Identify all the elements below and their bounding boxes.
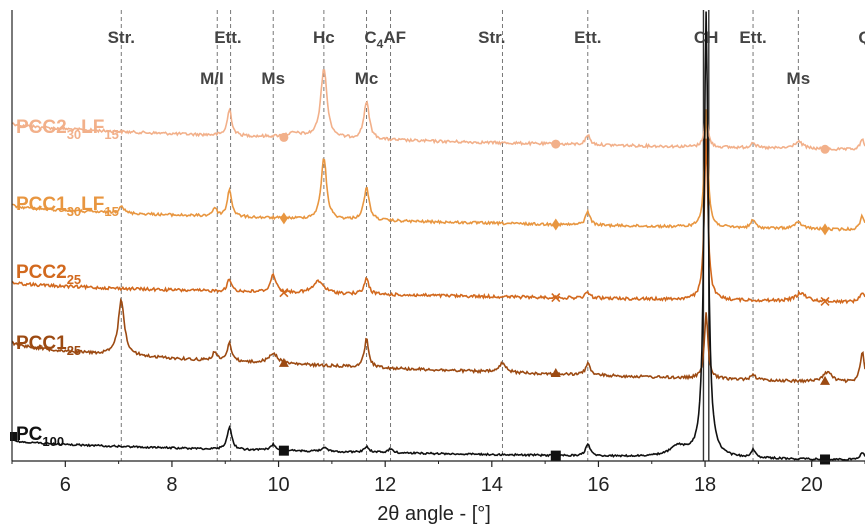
peak-labels-top: Str. Ett. Hc C4AF Str. Ett. CH Ett. Q xyxy=(108,28,865,51)
series-label-4: PC100 xyxy=(16,424,64,449)
series-traces xyxy=(11,11,865,461)
series-marker-0-2 xyxy=(820,144,830,154)
series-line-3 xyxy=(11,297,865,384)
peak-labels-second: M/I Ms Mc Ms xyxy=(200,69,810,88)
series-line-2 xyxy=(11,138,865,305)
peak-label-top-0: Str. xyxy=(108,28,135,47)
x-tick-label-0: 6 xyxy=(60,474,71,496)
series-marker-3-2 xyxy=(820,375,831,385)
series-marker-2-1 xyxy=(551,293,561,303)
x-tick-label-4: 14 xyxy=(481,474,503,496)
x-tick-label-6: 18 xyxy=(694,474,716,496)
series-line-4 xyxy=(11,11,865,461)
series-labels: PCC230LF15 PCC130LF15 PCC225 PCC125 PC100 xyxy=(16,117,119,449)
x-tick-label-2: 10 xyxy=(267,474,289,496)
series-marker-0-0 xyxy=(279,132,289,142)
peak-label-top-6: CH xyxy=(694,28,719,47)
x-axis-title: 2θ angle - [°] xyxy=(377,503,491,525)
peak-label-top-7: Ett. xyxy=(739,28,766,47)
x-tick-label-5: 16 xyxy=(587,474,609,496)
series-marker-4-0 xyxy=(278,445,289,456)
peak-label-second-3: Ms xyxy=(787,69,811,88)
series-marker-0-1 xyxy=(551,139,561,149)
peak-label-top-3: C4AF xyxy=(364,28,406,51)
peak-label-top-1: Ett. xyxy=(214,28,241,47)
series-line-1 xyxy=(11,109,865,232)
x-tick-label-1: 8 xyxy=(166,474,177,496)
series-label-2: PCC225 xyxy=(16,262,81,287)
series-marker-2-0 xyxy=(279,288,289,298)
peak-label-top-2: Hc xyxy=(313,28,335,47)
peak-label-second-0: M/I xyxy=(200,69,224,88)
x-tick-label-3: 12 xyxy=(374,474,396,496)
series-marker-1-2 xyxy=(821,223,830,236)
series-marker-3-1 xyxy=(550,368,561,378)
series-line-0 xyxy=(11,69,865,152)
series-marker-3-0 xyxy=(278,357,289,367)
peak-label-top-5: Ett. xyxy=(574,28,601,47)
peak-label-second-1: Ms xyxy=(261,69,285,88)
series-markers xyxy=(10,132,831,465)
peak-label-top-8: Q xyxy=(858,28,865,47)
x-tick-label-7: 20 xyxy=(801,474,823,496)
series-marker-2-2 xyxy=(820,296,830,307)
series-label-0: PCC230LF15 xyxy=(16,117,119,142)
series-label-1: PCC130LF15 xyxy=(16,194,119,219)
series-marker-4-1 xyxy=(550,450,561,461)
series-marker-4-2 xyxy=(820,454,831,465)
series-marker-edge xyxy=(10,432,17,441)
series-label-3: PCC125 xyxy=(16,333,81,358)
series-marker-1-0 xyxy=(279,212,288,225)
peak-label-top-4: Str. xyxy=(478,28,505,47)
peak-label-second-2: Mc xyxy=(355,69,379,88)
x-axis: 6 8 10 12 14 16 18 20 xyxy=(11,10,865,496)
series-marker-1-1 xyxy=(551,218,560,231)
